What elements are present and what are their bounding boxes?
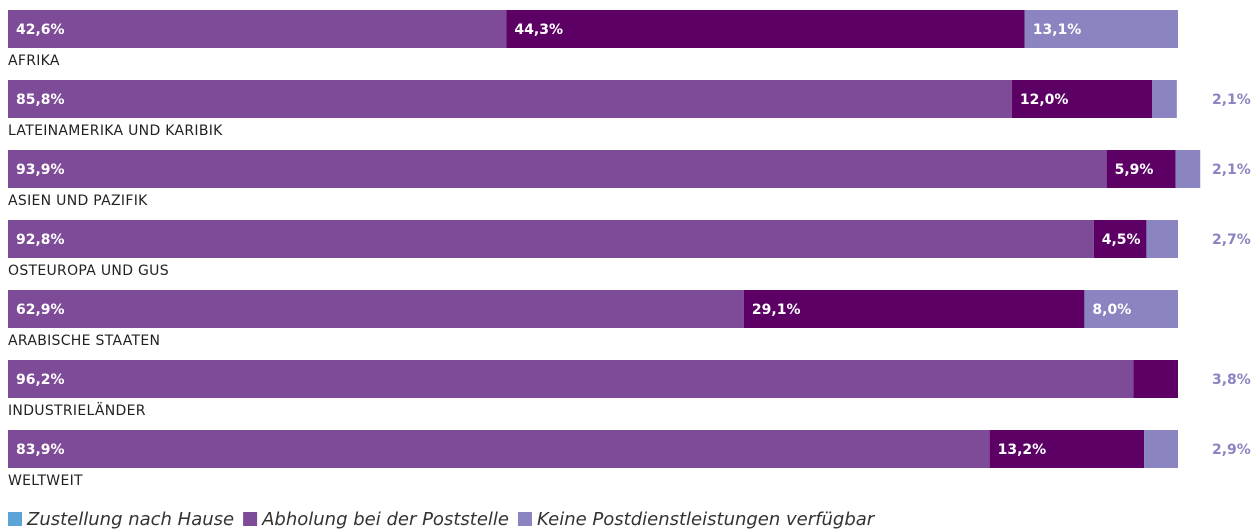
category-label: LATEINAMERIKA UND KARIBIK [8,123,223,139]
value-label: 44,3% [514,22,563,38]
legend-label: Keine Postdienstleistungen verfügbar [537,509,876,530]
bar-segment [1093,220,1147,258]
legend-label: Abholung bei der Poststelle [261,509,509,530]
legend-swatch [517,512,532,526]
bar-segment [1146,220,1178,258]
legend-label: Zustellung nach Hause [26,509,234,530]
value-label: 85,8% [16,92,65,108]
bar-segment [1106,150,1176,188]
value-label: 83,9% [16,442,65,458]
bar-segment [8,290,744,328]
bar-segment [8,150,1107,188]
bar-segment [743,290,1085,328]
bar-segment [8,220,1094,258]
value-label: 3,8% [1212,372,1251,388]
category-label: WELTWEIT [8,473,83,489]
category-label: ARABISCHE STAATEN [8,333,160,349]
category-label: OSTEUROPA UND GUS [8,263,169,279]
bar-segment [1133,360,1178,398]
bar-segment [989,430,1145,468]
value-label: 13,1% [1033,22,1082,38]
value-label: 5,9% [1115,162,1154,178]
value-label: 2,1% [1212,162,1251,178]
category-label: ASIEN UND PAZIFIK [8,193,148,209]
bar-segment [8,430,990,468]
value-label: 4,5% [1102,232,1141,248]
bar-segment [8,80,1012,118]
bar-segment [506,10,1025,48]
bar-segment [8,10,507,48]
value-label: 93,9% [16,162,65,178]
bar-segment [1024,10,1178,48]
bar-segment [8,360,1134,398]
bar-segment [1011,80,1153,118]
value-label: 2,9% [1212,442,1251,458]
value-label: 2,1% [1212,92,1251,108]
bar-segment [1144,430,1178,468]
legend-swatch [8,512,22,526]
category-label: INDUSTRIELÄNDER [8,401,146,419]
value-label: 62,9% [16,302,65,318]
value-label: 12,0% [1020,92,1069,108]
category-label: AFRIKA [8,53,60,69]
legend-swatch [243,512,258,526]
value-label: 2,7% [1212,232,1251,248]
value-label: 29,1% [752,302,801,318]
bar-segment [1152,80,1177,118]
bar-segment [1084,290,1178,328]
value-label: 8,0% [1092,302,1131,318]
value-label: 42,6% [16,22,65,38]
bar-segment [1175,150,1201,188]
value-label: 96,2% [16,372,65,388]
value-label: 92,8% [16,232,65,248]
value-label: 13,2% [998,442,1047,458]
